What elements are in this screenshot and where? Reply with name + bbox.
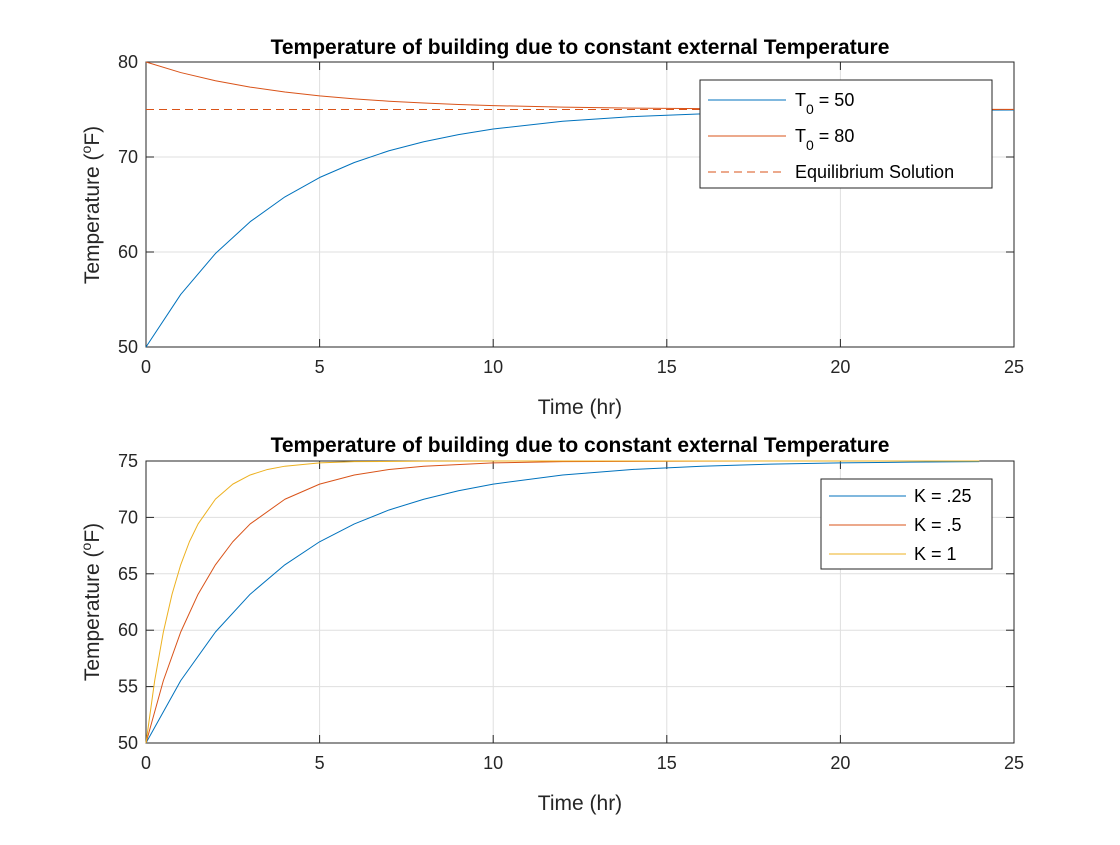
top-plot-x-tick-label: 0 bbox=[141, 357, 151, 377]
top-plot-title: Temperature of building due to constant … bbox=[271, 36, 890, 59]
top-plot-legend: T0 = 50 T0 = 80 Equilibrium Solution bbox=[699, 79, 993, 189]
top-plot-axes-box bbox=[145, 61, 1015, 348]
bottom-plot-legend-label-1: K = .25 bbox=[914, 486, 972, 506]
bottom-plot-ticks: 0 5 10 15 20 25 50 55 60 65 70 75 bbox=[118, 451, 1024, 773]
bottom-plot-y-tick-label: 60 bbox=[118, 620, 138, 640]
bottom-plot-y-axis-label: Temperature (oF) bbox=[78, 523, 104, 681]
top-plot-x-tick-label: 10 bbox=[483, 357, 503, 377]
bottom-plot-title: Temperature of building due to constant … bbox=[271, 434, 890, 457]
bottom-plot-series bbox=[145, 460, 980, 744]
top-plot-x-tick-label: 5 bbox=[315, 357, 325, 377]
top-plot-x-tick-label: 20 bbox=[830, 357, 850, 377]
bottom-plot-legend: K = .25 K = .5 K = 1 bbox=[820, 478, 993, 570]
top-plot-legend-box bbox=[699, 79, 993, 189]
top-plot-y-tick-label: 80 bbox=[118, 52, 138, 72]
top-plot-ticks: 0 5 10 15 20 25 50 60 70 80 bbox=[118, 52, 1024, 377]
bottom-plot-x-tick-label: 25 bbox=[1004, 753, 1024, 773]
bottom-plot-legend-label-2: K = .5 bbox=[914, 515, 962, 535]
bottom-plot-series-line-1 bbox=[145, 461, 980, 744]
top-plot-legend-label-1: T0 = 50 bbox=[795, 90, 854, 117]
top-plot-legend-label-2: T0 = 80 bbox=[795, 126, 854, 153]
bottom-plot-x-tick-label: 20 bbox=[830, 753, 850, 773]
bottom-plot-y-tick-label: 55 bbox=[118, 677, 138, 697]
bottom-plot-x-tick-label: 0 bbox=[141, 753, 151, 773]
top-plot-x-tick-label: 25 bbox=[1004, 357, 1024, 377]
top-plot: 0 5 10 15 20 25 50 60 70 80 Temperature of buildi… bbox=[78, 36, 1024, 419]
bottom-plot: 0 5 10 15 20 25 50 55 60 65 70 75 Temperature of bu… bbox=[78, 434, 1024, 815]
bottom-plot-x-tick-label: 10 bbox=[483, 753, 503, 773]
bottom-plot-y-tick-label: 75 bbox=[118, 451, 138, 471]
top-plot-y-tick-label: 60 bbox=[118, 242, 138, 262]
bottom-plot-x-axis-label: Time (hr) bbox=[538, 792, 622, 815]
bottom-plot-y-tick-label: 70 bbox=[118, 507, 138, 527]
top-plot-legend-label-3: Equilibrium Solution bbox=[795, 162, 954, 182]
top-plot-x-tick-label: 15 bbox=[657, 357, 677, 377]
bottom-plot-x-tick-label: 15 bbox=[657, 753, 677, 773]
bottom-plot-legend-label-3: K = 1 bbox=[914, 544, 957, 564]
top-plot-y-tick-label: 50 bbox=[118, 337, 138, 357]
top-plot-y-axis-label: Temperature (oF) bbox=[78, 126, 104, 284]
bottom-plot-y-tick-label: 65 bbox=[118, 564, 138, 584]
bottom-plot-series-line-3 bbox=[145, 460, 980, 744]
top-plot-y-tick-label: 70 bbox=[118, 147, 138, 167]
bottom-plot-x-tick-label: 5 bbox=[315, 753, 325, 773]
top-plot-x-axis-label: Time (hr) bbox=[538, 396, 622, 419]
bottom-plot-y-tick-label: 50 bbox=[118, 733, 138, 753]
